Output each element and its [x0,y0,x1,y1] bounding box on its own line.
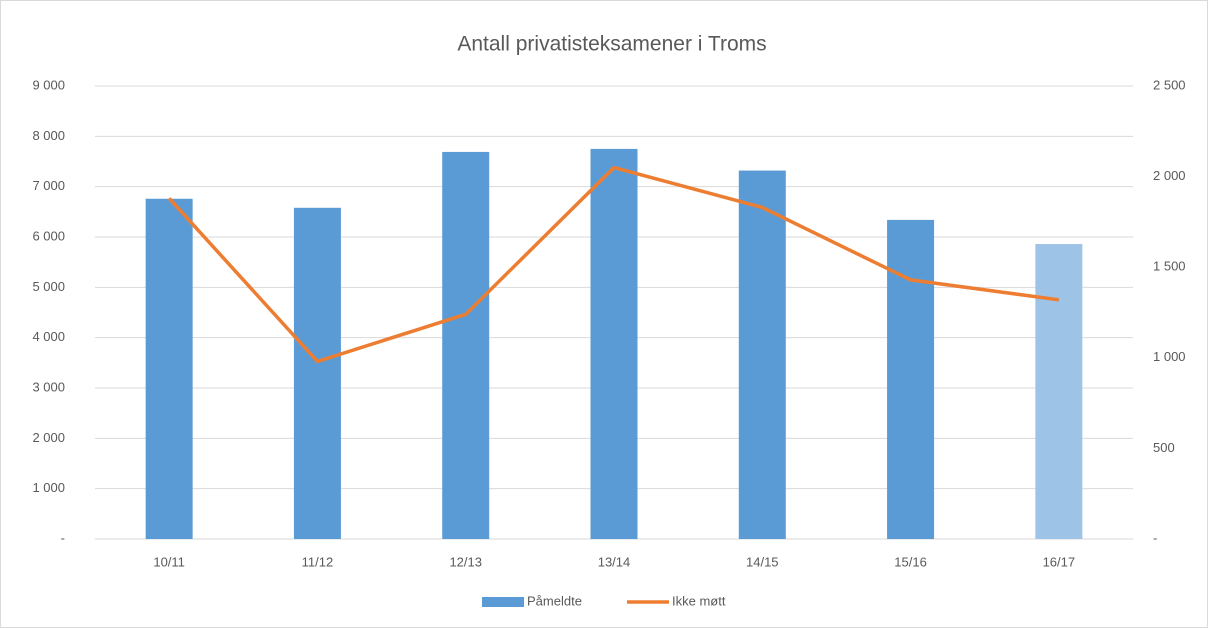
y2-tick-label: - [1153,530,1157,545]
bar [887,219,935,540]
y-tick-label: 2 000 [32,430,65,445]
x-tick-label: 15/16 [894,554,927,569]
bar [738,170,786,539]
y2-tick-label: 2 500 [1153,77,1186,92]
x-tick-label: 11/12 [302,554,334,569]
y2-tick-label: 500 [1153,440,1175,455]
y2-tick-label: 1 000 [1153,349,1186,364]
y-tick-label: 1 000 [32,480,65,495]
y-tick-label: 4 000 [32,329,65,344]
x-tick-label: 12/13 [449,554,482,569]
y-tick-label: 3 000 [32,379,65,394]
legend-label: Påmeldte [527,593,582,608]
x-tick-label: 10/11 [153,554,185,569]
y-tick-label: 7 000 [32,178,65,193]
legend-label: Ikke møtt [672,593,726,608]
line [167,165,1060,364]
x-tick-label: 14/15 [746,554,779,569]
y-tick-label: 5 000 [32,279,65,294]
y-tick-label: 6 000 [32,228,65,243]
y2-tick-label: 1 500 [1153,259,1186,274]
y-tick-label: - [61,530,65,545]
bar [590,148,638,539]
x-tick-label: 13/14 [598,554,631,569]
bar [442,151,490,540]
bar [145,198,193,539]
y2-tick-label: 2 000 [1153,168,1186,183]
y-tick-label: 8 000 [32,128,65,143]
bar [293,207,341,539]
legend-swatch [482,597,524,607]
x-tick-label: 16/17 [1043,554,1076,569]
y-tick-label: 9 000 [32,77,65,92]
chart-title: Antall privatisteksamener i Troms [457,33,766,56]
bar [1035,244,1083,539]
